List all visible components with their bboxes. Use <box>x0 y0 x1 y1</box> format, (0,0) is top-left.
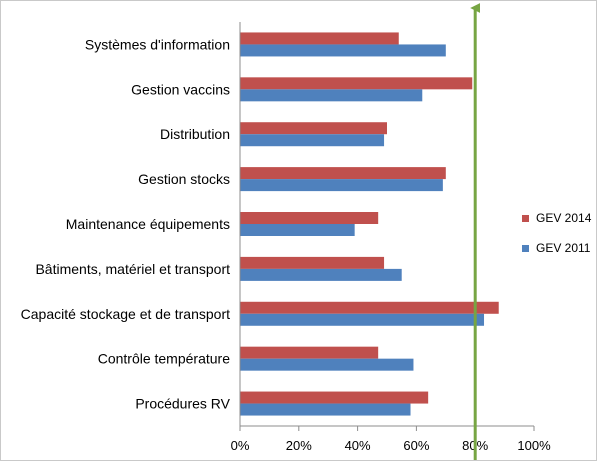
x-tick-label: 60% <box>403 438 429 453</box>
category-label: Bâtiments, matériel et transport <box>35 261 230 277</box>
category-label: Maintenance équipements <box>66 216 230 232</box>
bar-gev2014-8 <box>240 391 429 404</box>
legend-swatch <box>522 215 529 222</box>
bar-gev2014-5 <box>240 256 385 269</box>
x-tick-label: 40% <box>345 438 371 453</box>
x-tick-label: 20% <box>286 438 312 453</box>
x-tick-labels: 0%20%40%60%80%100% <box>231 426 551 453</box>
bars-group <box>240 32 499 416</box>
bar-gev2011-3 <box>240 179 443 192</box>
category-label: Systèmes d'information <box>85 36 230 52</box>
bar-gev2011-2 <box>240 134 385 147</box>
bar-gev2014-2 <box>240 122 387 135</box>
bar-gev2011-1 <box>240 89 423 102</box>
bar-gev2014-1 <box>240 77 473 90</box>
bar-gev2014-4 <box>240 212 379 224</box>
category-label: Gestion vaccins <box>131 81 230 97</box>
category-labels: Systèmes d'information Gestion vaccins Dis… <box>21 36 231 411</box>
bar-gev2014-0 <box>240 32 399 45</box>
legend-label: GEV 2011 <box>536 241 591 255</box>
category-label: Capacité stockage et de transport <box>21 306 230 322</box>
category-label: Procédures RV <box>135 396 230 412</box>
category-label: Gestion stocks <box>138 171 230 187</box>
x-tick-label: 0% <box>231 438 250 453</box>
legend: GEV 2014 GEV 2011 <box>522 211 592 255</box>
x-tick-label: 100% <box>517 438 551 453</box>
bar-gev2011-5 <box>240 268 402 281</box>
bar-gev2011-6 <box>240 313 485 326</box>
bar-gev2014-3 <box>240 167 446 180</box>
bar-gev2011-4 <box>240 224 355 236</box>
axes-group <box>239 22 534 427</box>
bar-gev2011-8 <box>240 403 411 416</box>
category-label: Distribution <box>160 126 230 142</box>
bar-gev2011-0 <box>240 44 446 57</box>
bar-gev2014-7 <box>240 346 379 359</box>
legend-swatch <box>522 245 529 252</box>
bar-gev2011-7 <box>240 358 414 371</box>
category-label: Contrôle température <box>98 351 231 367</box>
legend-label: GEV 2014 <box>536 211 592 225</box>
bar-gev2014-6 <box>240 301 499 314</box>
